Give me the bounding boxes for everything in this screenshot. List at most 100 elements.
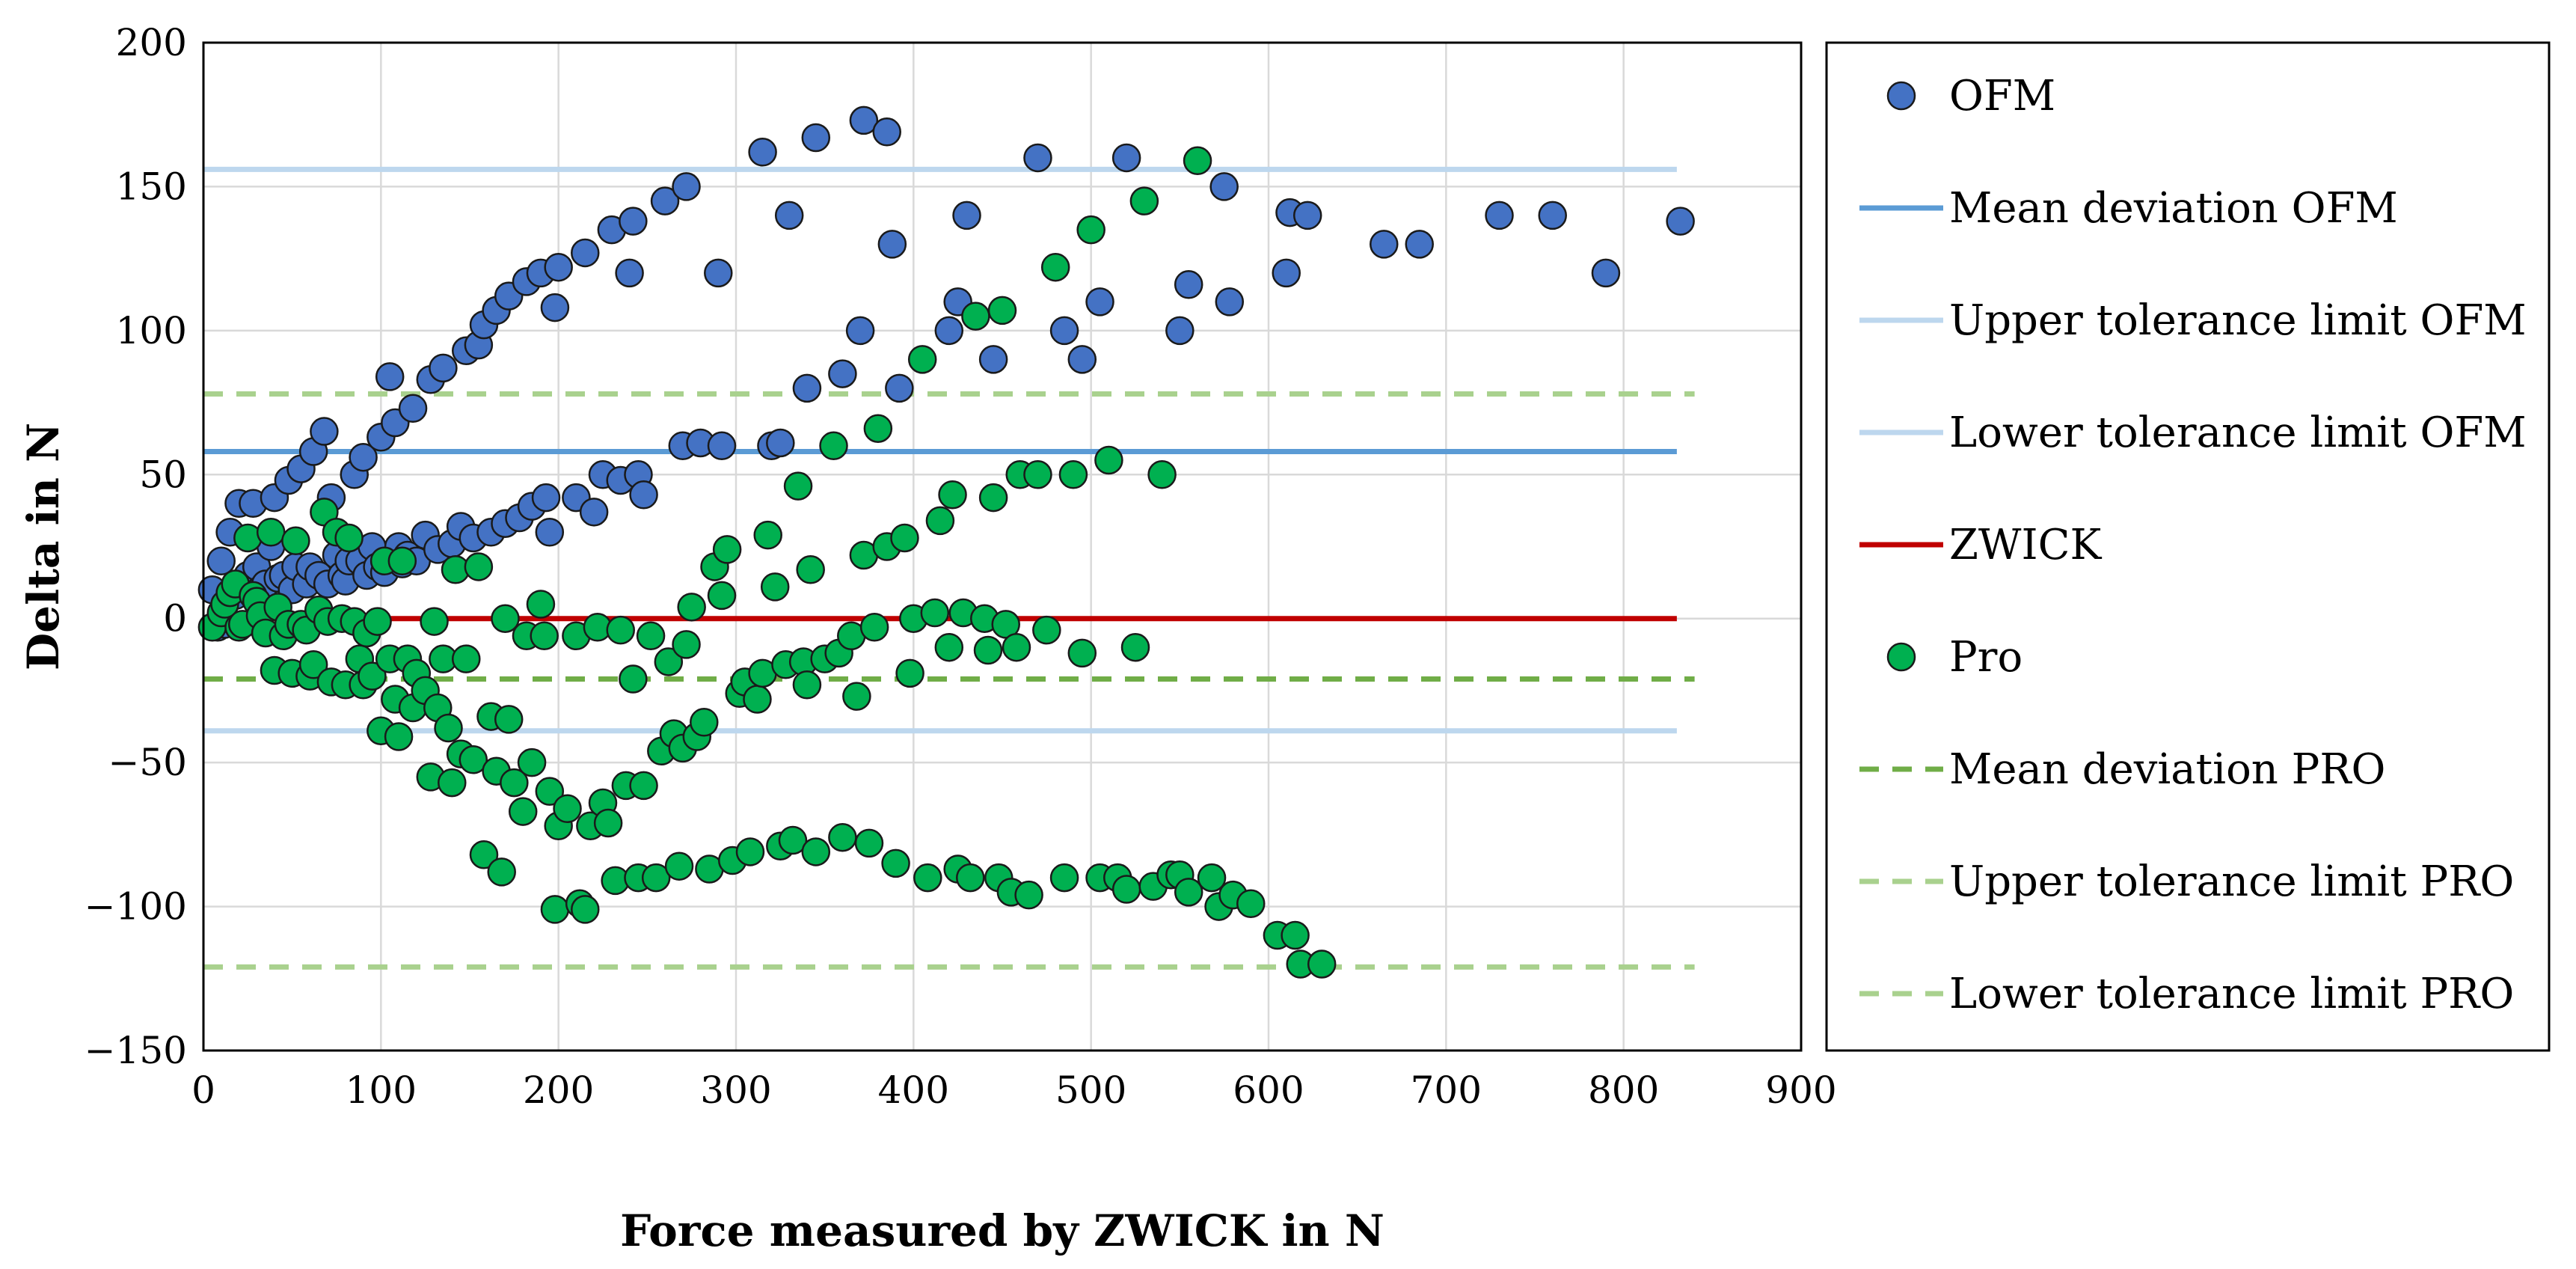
pro-point <box>778 825 808 855</box>
ofm-point <box>1591 258 1621 288</box>
pro-point <box>654 647 684 676</box>
ofm-point <box>1666 207 1695 236</box>
pro-point <box>907 345 937 374</box>
pro-point <box>641 863 671 893</box>
ofm-point <box>1405 230 1434 259</box>
pro-point <box>792 670 822 700</box>
ofm-point <box>310 417 339 446</box>
pro-point <box>619 664 648 694</box>
ofm-point <box>849 106 879 135</box>
ofm-point <box>206 546 236 575</box>
pro-point <box>801 837 831 866</box>
pro-point <box>636 621 666 651</box>
legend-item-mean-deviation-pro: Mean deviation PRO <box>1859 745 2385 794</box>
pro-point <box>863 414 893 443</box>
pro-point <box>281 526 310 556</box>
pro-point <box>1183 146 1212 176</box>
legend-item-lower-tolerance-limit-pro: Lower tolerance limit PRO <box>1859 970 2514 1018</box>
pro-point <box>913 863 942 893</box>
pro-point <box>526 590 556 619</box>
pro-point <box>664 851 694 881</box>
pro-point <box>987 296 1017 325</box>
x-tick-label: 600 <box>1233 1068 1304 1112</box>
ofm-point <box>1165 316 1195 346</box>
pro-point <box>1014 880 1043 910</box>
pro-point <box>920 598 950 628</box>
x-tick-label: 500 <box>1055 1068 1126 1112</box>
legend-label: Lower tolerance limit OFM <box>1949 409 2527 457</box>
pro-point <box>629 771 658 801</box>
pro-point <box>459 745 488 774</box>
pro-point <box>690 708 719 737</box>
pro-point <box>735 837 765 866</box>
pro-point <box>517 747 547 777</box>
pro-point <box>1147 460 1177 489</box>
pro-series <box>197 146 1337 979</box>
legend-label: Mean deviation PRO <box>1949 745 2385 794</box>
ofm-point <box>748 137 777 167</box>
x-tick-label: 300 <box>700 1068 771 1112</box>
pro-point <box>1236 889 1266 918</box>
legend-label: Mean deviation OFM <box>1949 184 2398 233</box>
legend-item-mean-deviation-ofm: Mean deviation OFM <box>1859 184 2398 233</box>
legend-frame <box>1825 41 2551 1052</box>
ofm-point <box>349 442 378 472</box>
ofm-point <box>531 483 561 513</box>
pro-point <box>530 621 559 651</box>
pro-point <box>753 520 782 550</box>
pro-point <box>487 857 516 887</box>
ofm-point <box>952 201 981 230</box>
ofm-point <box>429 353 458 383</box>
ofm-point <box>1370 230 1399 259</box>
pro-point <box>452 644 481 673</box>
ofm-point <box>1272 258 1301 288</box>
ofm-point <box>535 518 565 547</box>
legend-label: Upper tolerance limit PRO <box>1949 857 2514 906</box>
legend: OFM Mean deviation OFM Upper tolerance lim… <box>1825 41 2551 1052</box>
pro-point <box>881 848 910 878</box>
ofm-point <box>707 431 737 461</box>
pro-point <box>707 581 737 611</box>
x-tick-label: 900 <box>1765 1068 1836 1112</box>
ofm-point <box>801 123 831 153</box>
pro-point <box>842 682 871 711</box>
ofm-point <box>540 293 570 322</box>
pro-point <box>434 713 463 743</box>
pro-point <box>961 302 990 331</box>
y-tick-label: 200 <box>116 21 187 64</box>
ofm-point <box>544 252 573 282</box>
pro-point <box>387 546 417 575</box>
pro-point <box>978 483 1008 513</box>
pro-point <box>1032 615 1061 645</box>
pro-point <box>895 658 924 688</box>
ofm-point <box>766 428 795 458</box>
ofm-point <box>1209 172 1239 201</box>
x-tick-label: 0 <box>191 1068 215 1112</box>
x-tick-label: 200 <box>523 1068 594 1112</box>
pro-point <box>256 518 286 547</box>
ofm-point <box>872 117 901 147</box>
legend-marker <box>1886 642 1916 672</box>
y-axis-title: Delta in N <box>18 423 69 670</box>
ofm-point <box>650 186 680 215</box>
ofm-point <box>1485 201 1514 230</box>
pro-point <box>712 535 742 564</box>
pro-point <box>890 523 919 553</box>
pro-point <box>1307 950 1337 979</box>
ofm-point <box>1049 316 1079 346</box>
legend-item-pro: Pro <box>1886 633 2023 682</box>
y-tick-label: −50 <box>108 741 187 784</box>
ofm-point <box>792 373 822 403</box>
ofm-point <box>1292 201 1322 230</box>
ofm-point <box>774 201 804 230</box>
legend-marker <box>1886 81 1916 111</box>
pro-point <box>593 808 623 838</box>
ofm-point <box>934 316 964 346</box>
pro-point <box>1120 632 1150 662</box>
pro-point <box>859 613 889 642</box>
ofm-point <box>828 359 857 388</box>
y-tick-label: 150 <box>116 165 187 208</box>
legend-item-lower-tolerance-limit-ofm: Lower tolerance limit OFM <box>1859 409 2527 457</box>
x-tick-label: 800 <box>1588 1068 1659 1112</box>
pro-point <box>464 552 494 581</box>
